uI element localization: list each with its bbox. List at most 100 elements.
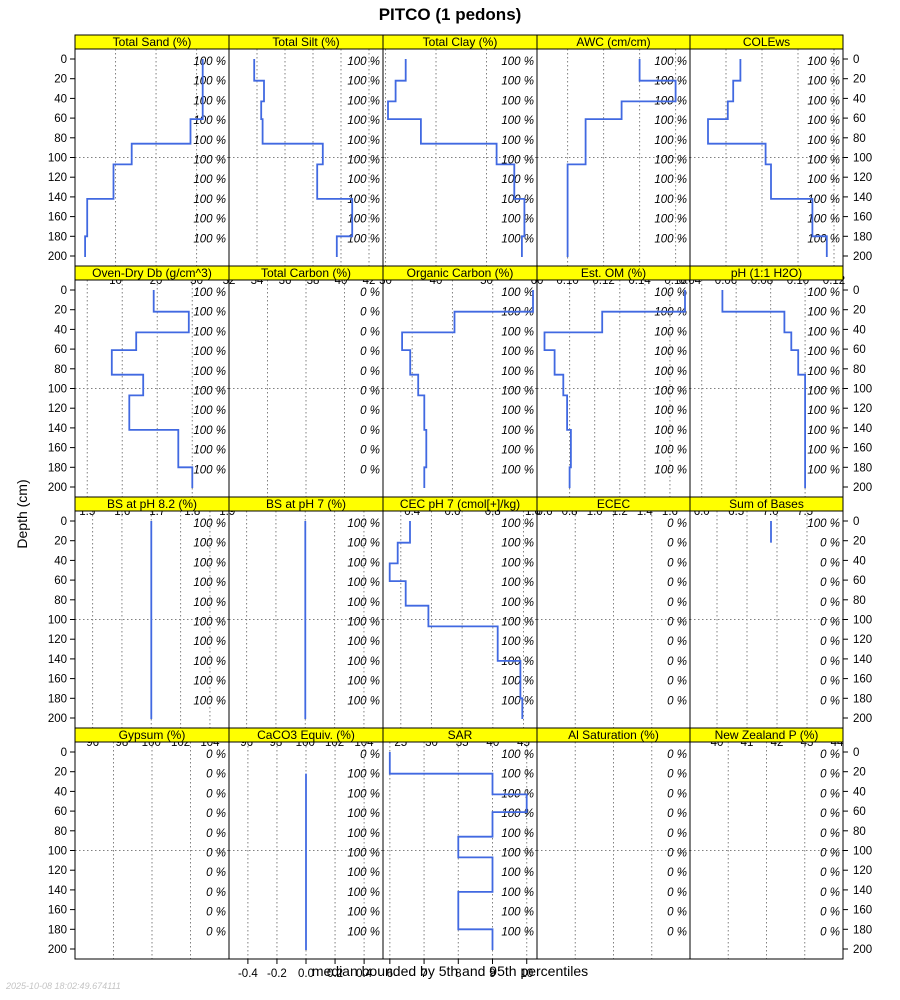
x-tick-label: 10: [520, 968, 533, 980]
y-tick-label: 0: [853, 747, 859, 759]
y-tick-label: 40: [853, 555, 866, 567]
percent-label: 100 %: [347, 828, 380, 840]
profile-line: [401, 290, 534, 488]
strip-label: SAR: [448, 728, 473, 742]
percent-label: 100 %: [501, 76, 534, 88]
percent-label: 0 %: [206, 847, 226, 859]
percent-label: 100 %: [193, 656, 226, 668]
percent-label: 100 %: [807, 214, 840, 226]
strip-label: Total Silt (%): [272, 35, 339, 49]
y-tick-label: 20: [853, 767, 866, 779]
strip-label: Gypsum (%): [119, 728, 186, 742]
y-tick-label: 200: [48, 944, 67, 956]
percent-label: 0 %: [206, 788, 226, 800]
y-tick-label: 160: [853, 905, 872, 917]
percent-label: 0 %: [206, 926, 226, 938]
x-tick-label: 7: [421, 968, 427, 980]
percent-label: 100 %: [501, 56, 534, 68]
y-tick-label: 140: [48, 423, 67, 435]
percent-label: 0 %: [360, 287, 380, 299]
percent-label: 100 %: [501, 538, 534, 550]
x-tick-label: -0.4: [238, 968, 258, 980]
y-tick-label: 180: [48, 924, 67, 936]
percent-label: 0 %: [360, 346, 380, 358]
strip-label: COLEws: [743, 35, 790, 49]
percent-label: 0 %: [667, 616, 687, 628]
percent-label: 100 %: [654, 233, 687, 245]
percent-label: 0 %: [667, 518, 687, 530]
percent-label: 100 %: [501, 808, 534, 820]
y-tick-label: 200: [853, 482, 872, 494]
percent-label: 100 %: [193, 695, 226, 707]
percent-label: 0 %: [667, 887, 687, 899]
percent-label: 0 %: [820, 538, 840, 550]
strip-label: BS at pH 8.2 (%): [107, 497, 197, 511]
percent-label: 100 %: [193, 676, 226, 688]
percent-label: 100 %: [807, 135, 840, 147]
y-tick-label: 60: [853, 344, 866, 356]
percent-label: 100 %: [501, 464, 534, 476]
percent-label: 0 %: [820, 887, 840, 899]
strip-label: AWC (cm/cm): [576, 35, 650, 49]
percent-label: 0 %: [667, 847, 687, 859]
profile-line: [84, 59, 204, 257]
y-tick-label: 140: [853, 423, 872, 435]
percent-label: 100 %: [193, 538, 226, 550]
percent-label: 0 %: [667, 926, 687, 938]
y-tick-label: 80: [54, 826, 67, 838]
percent-label: 0 %: [820, 616, 840, 628]
percent-label: 0 %: [820, 867, 840, 879]
percent-label: 100 %: [501, 636, 534, 648]
x-tick-label: 0.4: [356, 968, 373, 980]
y-tick-label: 0: [61, 516, 67, 528]
percent-label: 100 %: [501, 557, 534, 569]
percent-label: 100 %: [501, 385, 534, 397]
y-tick-label: 100: [48, 153, 67, 165]
percent-label: 100 %: [654, 214, 687, 226]
percent-label: 0 %: [360, 464, 380, 476]
y-tick-label: 200: [48, 251, 67, 263]
percent-label: 0 %: [820, 907, 840, 919]
percent-label: 0 %: [820, 769, 840, 781]
percent-label: 100 %: [347, 847, 380, 859]
y-tick-label: 100: [853, 615, 872, 627]
percent-label: 100 %: [807, 56, 840, 68]
percent-label: 100 %: [193, 194, 226, 206]
percent-label: 100 %: [654, 464, 687, 476]
y-tick-label: 160: [48, 674, 67, 686]
percent-label: 100 %: [501, 445, 534, 457]
percent-label: 100 %: [347, 518, 380, 530]
y-tick-label: 20: [54, 305, 67, 317]
x-tick-label: -0.2: [267, 968, 287, 980]
percent-label: 100 %: [807, 464, 840, 476]
y-tick-label: 40: [853, 324, 866, 336]
y-tick-label: 40: [54, 93, 67, 105]
y-tick-label: 20: [853, 536, 866, 548]
y-tick-label: 180: [853, 924, 872, 936]
profile-line: [543, 290, 686, 488]
y-tick-label: 140: [48, 654, 67, 666]
percent-label: 0 %: [206, 828, 226, 840]
y-tick-label: 80: [54, 133, 67, 145]
percent-label: 100 %: [347, 135, 380, 147]
percent-label: 100 %: [193, 616, 226, 628]
percent-label: 100 %: [501, 518, 534, 530]
y-tick-label: 60: [853, 575, 866, 587]
percent-label: 100 %: [807, 385, 840, 397]
y-tick-label: 120: [853, 634, 872, 646]
y-tick-label: 160: [853, 443, 872, 455]
y-tick-label: 120: [853, 172, 872, 184]
percent-label: 100 %: [347, 56, 380, 68]
percent-label: 100 %: [193, 577, 226, 589]
percent-label: 100 %: [654, 445, 687, 457]
percent-label: 100 %: [807, 307, 840, 319]
percent-label: 0 %: [820, 808, 840, 820]
percent-label: 100 %: [807, 445, 840, 457]
percent-label: 100 %: [501, 135, 534, 147]
x-tick-label: 8: [455, 968, 461, 980]
y-tick-label: 180: [48, 462, 67, 474]
percent-label: 0 %: [360, 385, 380, 397]
percent-label: 0 %: [820, 788, 840, 800]
y-tick-label: 100: [853, 153, 872, 165]
percent-label: 100 %: [193, 56, 226, 68]
